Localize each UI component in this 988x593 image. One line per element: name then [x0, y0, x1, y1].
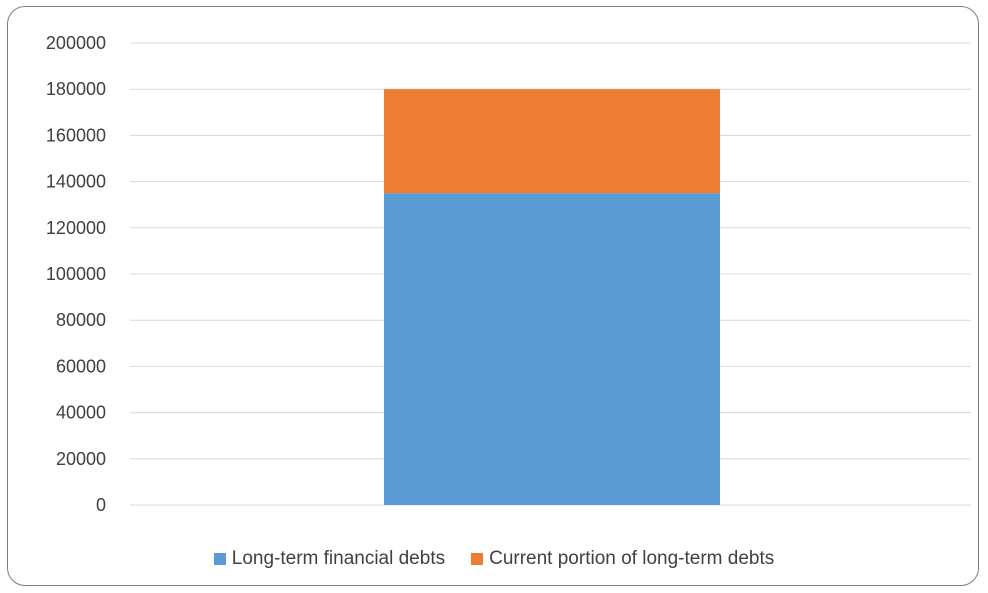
legend-label-long-term: Long-term financial debts: [231, 548, 446, 569]
legend-swatch-long-term: [213, 553, 226, 565]
y-tick-label: 60000: [56, 356, 106, 376]
y-tick-label: 100000: [46, 264, 106, 284]
legend-swatch-current-portion: [471, 553, 484, 565]
legend-item-long-term-financial-debts: Long-term financial debts: [213, 548, 446, 570]
y-tick-label: 80000: [56, 310, 106, 330]
y-axis-tick-labels: 0 20000 40000 60000 80000 100000 120000 140000 1…: [46, 33, 106, 515]
bar-current-portion-of-long-term-debts: [384, 89, 720, 194]
y-tick-label: 0: [96, 495, 106, 515]
bar-long-term-financial-debts: [384, 193, 720, 505]
y-tick-label: 160000: [46, 125, 106, 145]
y-tick-label: 180000: [46, 79, 106, 99]
legend: Long-term financial debts Current portio…: [0, 548, 988, 570]
y-tick-label: 20000: [56, 449, 106, 469]
y-tick-label: 140000: [46, 172, 106, 192]
bar-segments: [384, 89, 720, 505]
y-tick-label: 120000: [46, 218, 106, 238]
legend-item-current-portion: Current portion of long-term debts: [471, 548, 774, 570]
y-tick-label: 200000: [46, 33, 106, 53]
y-tick-label: 40000: [56, 403, 106, 423]
legend-label-current-portion: Current portion of long-term debts: [489, 548, 775, 569]
